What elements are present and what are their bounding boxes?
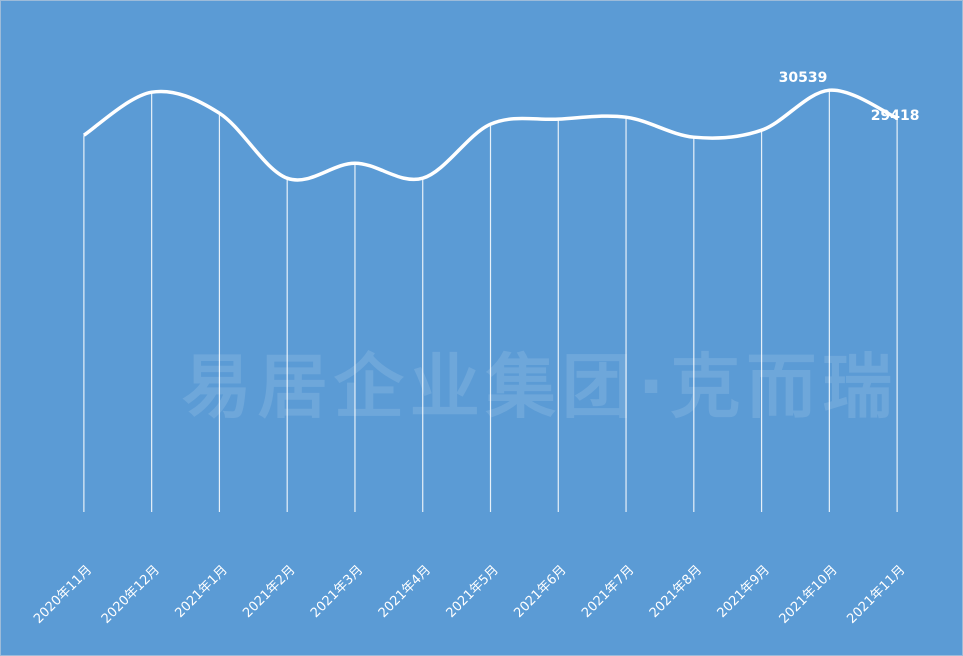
watermark: 易居企业集团·克而瑞	[182, 346, 899, 428]
data-label: 29418	[871, 108, 920, 124]
line	[82, 88, 898, 182]
data-label: 30539	[779, 70, 828, 86]
